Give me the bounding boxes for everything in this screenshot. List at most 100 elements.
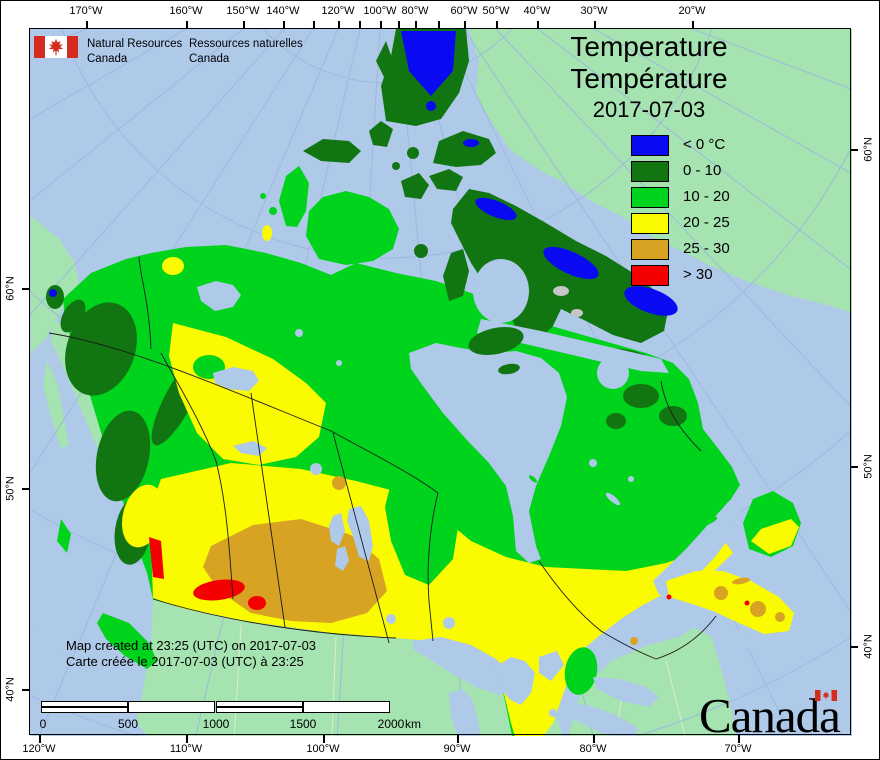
lat-label-left: 50°N [4,476,17,501]
lon-label-bottom: 70°W [724,743,752,755]
legend-label: > 30 [683,266,713,283]
scale-segment [128,701,215,713]
cold-spot-st-elias [49,289,57,297]
scale-label: 0 [39,717,47,731]
lon-label-bottom: 100°W [306,743,340,755]
legend-label: < 0 °C [683,136,726,153]
legend-label: 25 - 30 [683,240,730,257]
axis-tick [313,21,315,29]
axis-tick [593,735,595,743]
axis-tick [39,735,41,743]
hot-spot [332,476,346,490]
axis-tick [186,21,188,29]
warm-speck-arctic [262,225,272,241]
lakes [197,281,659,736]
map-title: Temperature Température 2017-07-03 [529,31,769,123]
axis-tick [323,735,325,743]
lat-label-left: 40°N [4,677,17,702]
legend-swatch [631,239,669,260]
logo-text-fr: Ressources naturelles Canada [189,38,303,65]
usa-east [567,619,736,736]
created-text-fr: Carte créée le 2017-07-03 (UTC) à 23:25 [66,654,304,669]
created-text-en: Map created at 23:25 (UTC) on 2017-07-03 [66,638,317,653]
legend-label: 10 - 20 [683,188,730,205]
vancouver-island [97,613,157,669]
arctic-islands [260,29,678,343]
axis-tick [338,21,340,29]
legend-swatch [631,213,669,234]
scale-segment [41,701,128,713]
title-english: Temperature [570,31,728,62]
lon-label-bottom: 110°W [169,743,203,755]
axis-tick [850,466,858,468]
lon-label-top: 150°W [226,5,260,17]
lon-label-top: 140°W [266,5,300,17]
lat-label-left: 60°N [4,276,17,301]
scale-label: 1000 [202,717,230,731]
axis-tick [738,735,740,743]
lon-label-top: 60°W [450,5,478,17]
green-patch-s-ontario [564,647,598,695]
logo-text-en: Natural Resources Canada [87,38,183,65]
axis-tick [594,21,596,29]
axis-tick [283,21,285,29]
borders [48,256,717,660]
scale-label: 1500 [289,717,317,731]
legend-swatch [631,135,669,156]
axis-tick [22,488,30,490]
haida-gwaii [57,519,71,553]
hudson-bay-waters [409,259,669,563]
lon-label-top: 30°W [580,5,608,17]
legend-swatch [631,161,669,182]
wordmark-flag-icon [815,690,837,701]
axis-tick [186,735,188,743]
warm-patch-nwt-small [162,257,184,275]
axis-tick [415,21,417,29]
axis-tick [537,21,539,29]
lon-label-bottom: 120°W [22,743,56,755]
title-french: Température [570,63,728,94]
lat-label-right: 50°N [862,454,875,479]
axis-tick [850,646,858,648]
extreme-heat-prairie2 [248,596,266,610]
axis-tick [438,21,440,29]
state-border [233,624,242,736]
legend-swatch [631,187,669,208]
state-border [331,636,337,736]
title-date: 2017-07-03 [592,97,706,122]
legend-swatch [631,265,669,286]
axis-tick [359,21,361,29]
axis-tick [464,21,466,29]
lon-label-top: 170°W [69,5,103,17]
lon-label-top: 120°W [321,5,355,17]
lon-label-top: 100°W [363,5,397,17]
lat-label-right: 60°N [862,137,875,162]
axis-tick [398,21,400,29]
alaska-islands [43,361,69,449]
scale-segment [216,701,303,713]
canada-flag-icon [34,36,78,58]
green-corridor-manitoba [385,483,459,585]
legend-label: 20 - 25 [683,214,730,231]
scale-unit: km [405,717,421,731]
lon-label-bottom: 80°W [579,743,607,755]
hot-region-prairies [203,519,387,623]
axis-tick [496,21,498,29]
scale-segment [303,701,390,713]
state-border [665,660,686,736]
axis-tick [850,149,858,151]
axis-tick [457,735,459,743]
scale-label: 500 [117,717,139,731]
atlantic-region [630,491,801,649]
scale-label: 2000 [377,717,405,731]
lon-label-bottom: 90°W [443,743,471,755]
axis-tick [22,288,30,290]
alaska [31,216,79,353]
lat-label-right: 40°N [862,634,875,659]
axis-tick [692,21,694,29]
legend-label: 0 - 10 [683,162,722,179]
lon-label-top: 40°W [523,5,551,17]
extreme-heat-bc [149,537,164,579]
lon-label-top: 160°W [169,5,203,17]
canada-temperature-map [30,29,852,736]
